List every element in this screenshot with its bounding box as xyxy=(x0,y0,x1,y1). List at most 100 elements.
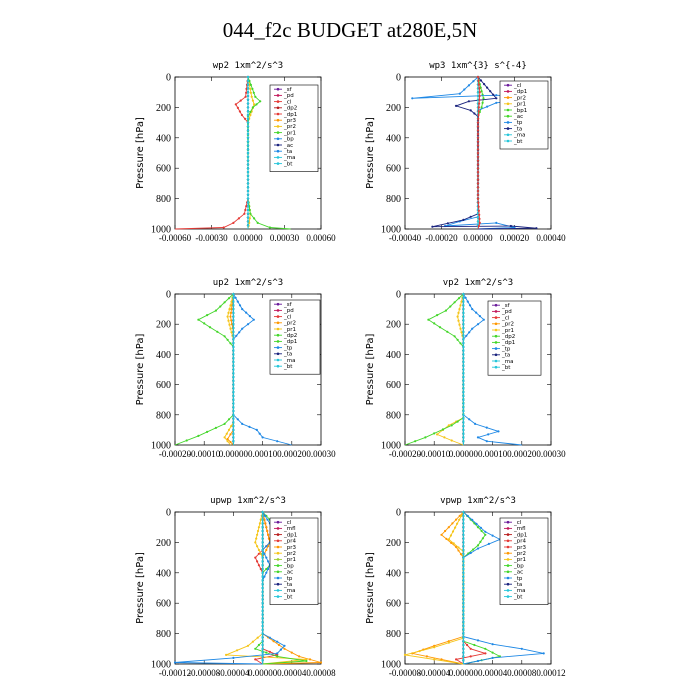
series-point xyxy=(249,110,252,114)
series-bt xyxy=(232,292,235,445)
series-point xyxy=(283,647,286,650)
legend-marker xyxy=(276,118,280,122)
series-point xyxy=(243,117,247,120)
legend-entry: _bt xyxy=(283,594,293,600)
series-point xyxy=(229,315,232,318)
series-point xyxy=(475,522,478,526)
series-point xyxy=(248,208,251,212)
legend-marker xyxy=(276,364,280,368)
series-point xyxy=(246,151,250,155)
series-point xyxy=(458,518,461,521)
series-point xyxy=(495,221,498,224)
legend-marker xyxy=(276,315,280,318)
legend-marker xyxy=(276,125,280,128)
legend-marker xyxy=(494,328,498,332)
legend-marker xyxy=(276,156,280,159)
series-point xyxy=(462,383,465,386)
series-point xyxy=(276,655,279,658)
series-bt xyxy=(462,292,465,445)
legend-marker xyxy=(506,121,510,124)
series-point xyxy=(473,112,476,115)
series-point xyxy=(477,224,480,228)
series-point xyxy=(462,319,465,322)
series-point xyxy=(472,80,475,83)
series-point xyxy=(246,79,250,82)
series-point xyxy=(232,379,235,382)
series-point xyxy=(232,345,235,348)
series-point xyxy=(232,398,235,401)
y-tick-label: 800 xyxy=(156,194,171,205)
series-point xyxy=(477,79,480,82)
legend-marker xyxy=(506,570,510,574)
series-point xyxy=(243,212,246,215)
series-point xyxy=(462,345,465,348)
legend-marker xyxy=(276,539,280,543)
series-point xyxy=(476,197,480,200)
series-point xyxy=(239,99,242,102)
series-point xyxy=(466,300,469,303)
series-point xyxy=(462,583,465,586)
x-tick-label: 0.00010 xyxy=(478,449,508,459)
series-point xyxy=(264,522,267,525)
series-point xyxy=(457,546,460,549)
series-point xyxy=(261,605,264,609)
series-point xyxy=(476,544,480,547)
series-point xyxy=(478,315,481,318)
series-point xyxy=(462,567,465,571)
y-tick-label: 800 xyxy=(386,410,401,421)
series-point xyxy=(246,212,250,215)
series-point xyxy=(462,428,465,431)
series-point xyxy=(232,330,235,333)
series-point xyxy=(261,632,264,635)
series-point xyxy=(478,102,481,105)
series-point xyxy=(477,83,480,86)
series-point xyxy=(265,556,268,559)
series-point xyxy=(464,296,467,299)
legend-marker xyxy=(506,127,510,130)
series-point xyxy=(467,100,470,103)
legend-entry: _pr1 xyxy=(283,130,296,136)
legend-marker xyxy=(506,564,510,567)
legend-entry: _cl xyxy=(501,315,510,321)
legend-marker xyxy=(506,90,510,93)
legend-marker xyxy=(276,595,280,598)
series-point xyxy=(246,87,250,90)
series-point xyxy=(254,95,257,98)
legend-entry: _ac xyxy=(513,114,523,120)
series-point xyxy=(248,425,251,428)
series-point xyxy=(462,575,465,578)
legend-entry: _dp2 xyxy=(283,333,297,339)
x-tick-label: -0.00010 xyxy=(188,449,221,459)
x-tick-label: 0.00000 xyxy=(233,233,263,243)
series-point xyxy=(462,609,465,612)
series-point xyxy=(246,174,250,177)
series-point xyxy=(477,209,480,212)
series-point xyxy=(476,659,480,663)
series-point xyxy=(476,151,480,155)
legend-entry: _dp1 xyxy=(513,532,527,538)
series-point xyxy=(261,564,264,567)
series-point xyxy=(418,650,421,653)
series-point xyxy=(462,636,465,639)
legend-marker xyxy=(506,582,510,586)
legend-marker xyxy=(506,133,510,137)
legend-marker xyxy=(494,303,498,307)
series-point xyxy=(459,327,462,330)
legend-marker xyxy=(276,302,280,306)
y-tick-label: 0 xyxy=(396,73,401,84)
series-point xyxy=(456,315,459,318)
series-point xyxy=(276,640,279,643)
legend-entry: _ta xyxy=(501,353,510,359)
legend-marker xyxy=(276,327,280,331)
y-tick-label: 1000 xyxy=(381,441,401,452)
series-point xyxy=(232,432,235,435)
series-point xyxy=(265,526,268,529)
series-point xyxy=(246,224,250,227)
series-point xyxy=(476,170,480,174)
series-point xyxy=(226,338,229,341)
legend-entry: _bt xyxy=(501,365,511,371)
series-point xyxy=(457,311,460,314)
series-point xyxy=(246,136,250,139)
legend-marker xyxy=(506,539,510,543)
legend-marker xyxy=(276,149,280,153)
